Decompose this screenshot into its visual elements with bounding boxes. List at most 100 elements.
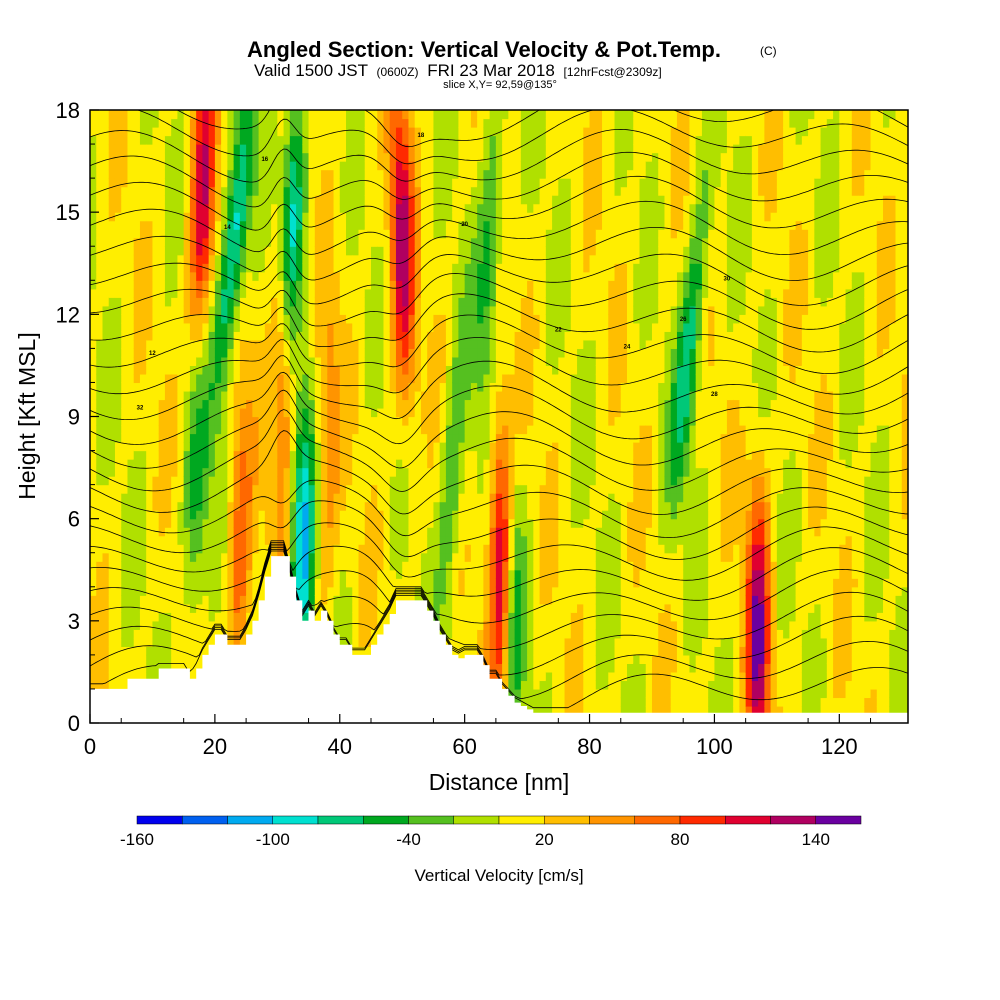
velocity-cell	[370, 620, 378, 630]
velocity-cell	[171, 135, 179, 145]
velocity-cell	[171, 654, 179, 664]
velocity-cell	[520, 629, 528, 639]
velocity-cell	[420, 271, 428, 281]
velocity-cell	[133, 654, 141, 664]
velocity-cell	[464, 356, 472, 367]
velocity-cell	[208, 127, 216, 137]
velocity-cell	[208, 561, 216, 571]
velocity-cell	[508, 178, 516, 188]
velocity-cell	[470, 135, 478, 145]
velocity-cell	[227, 169, 235, 179]
velocity-cell	[370, 612, 378, 622]
velocity-cell	[308, 144, 316, 154]
velocity-cell	[414, 331, 422, 341]
velocity-cell	[108, 527, 116, 537]
velocity-cell	[427, 442, 435, 452]
velocity-cell	[208, 144, 216, 154]
velocity-cell	[264, 416, 272, 426]
velocity-cell	[196, 331, 203, 341]
velocity-cell	[333, 382, 341, 392]
velocity-cell	[483, 246, 491, 256]
velocity-cell	[433, 271, 441, 281]
velocity-cell	[458, 212, 466, 222]
velocity-cell	[102, 212, 110, 222]
velocity-cell	[202, 322, 210, 332]
velocity-cell	[477, 373, 484, 384]
velocity-cell	[377, 476, 385, 486]
velocity-cell	[314, 552, 322, 562]
velocity-cell	[383, 110, 391, 120]
velocity-cell	[414, 280, 422, 290]
velocity-cell	[246, 356, 253, 367]
velocity-cell	[508, 348, 516, 358]
velocity-cell	[408, 544, 416, 554]
velocity-cell	[133, 425, 141, 435]
velocity-cell	[352, 110, 360, 120]
velocity-cell	[470, 322, 478, 332]
velocity-cell	[121, 399, 129, 409]
velocity-cell	[214, 254, 222, 264]
velocity-cell	[177, 518, 185, 528]
velocity-cell	[133, 288, 141, 298]
velocity-cell	[90, 220, 97, 230]
velocity-cell	[264, 186, 272, 196]
velocity-cell	[364, 561, 372, 571]
velocity-cell	[502, 646, 509, 656]
velocity-cell	[114, 246, 122, 256]
velocity-cell	[208, 271, 216, 281]
velocity-cell	[346, 271, 353, 281]
velocity-cell	[283, 407, 291, 418]
velocity-cell	[364, 476, 372, 486]
velocity-cell	[90, 527, 97, 537]
velocity-cell	[258, 518, 266, 528]
velocity-cell	[333, 178, 341, 188]
velocity-cell	[358, 365, 366, 375]
velocity-cell	[102, 152, 110, 162]
velocity-cell	[321, 527, 328, 537]
velocity-cell	[377, 263, 385, 273]
velocity-cell	[364, 586, 372, 596]
velocity-cell	[302, 212, 310, 222]
velocity-cell	[433, 365, 441, 375]
velocity-cell	[358, 186, 366, 196]
velocity-cell	[364, 612, 372, 622]
velocity-cell	[246, 229, 253, 239]
velocity-cell	[233, 254, 241, 264]
velocity-cell	[408, 331, 416, 341]
velocity-cell	[189, 339, 197, 349]
velocity-cell	[258, 595, 266, 605]
velocity-cell	[333, 544, 341, 554]
velocity-cell	[239, 561, 247, 571]
velocity-cell	[402, 305, 410, 315]
velocity-cell	[114, 518, 122, 528]
velocity-cell	[358, 263, 366, 273]
velocity-cell	[296, 161, 303, 171]
velocity-cell	[477, 152, 484, 162]
velocity-cell	[402, 552, 410, 562]
velocity-cell	[508, 578, 516, 588]
velocity-cell	[327, 407, 335, 418]
velocity-cell	[102, 578, 110, 588]
velocity-cell	[364, 459, 372, 469]
velocity-cell	[183, 348, 191, 358]
velocity-cell	[139, 484, 147, 494]
velocity-cell	[221, 578, 228, 588]
velocity-cell	[221, 527, 228, 537]
velocity-cell	[246, 442, 253, 452]
velocity-cell	[121, 501, 129, 511]
velocity-cell	[402, 425, 410, 435]
velocity-cell	[164, 373, 172, 384]
velocity-cell	[408, 118, 416, 128]
velocity-cell	[233, 322, 241, 332]
velocity-cell	[477, 229, 484, 239]
velocity-cell	[296, 569, 303, 579]
velocity-cell	[314, 476, 322, 486]
velocity-cell	[502, 442, 509, 452]
velocity-cell	[271, 356, 278, 367]
velocity-cell	[252, 144, 260, 154]
velocity-cell	[121, 484, 129, 494]
velocity-cell	[208, 280, 216, 290]
velocity-cell	[296, 144, 303, 154]
velocity-cell	[383, 314, 391, 324]
velocity-cell	[389, 280, 397, 290]
